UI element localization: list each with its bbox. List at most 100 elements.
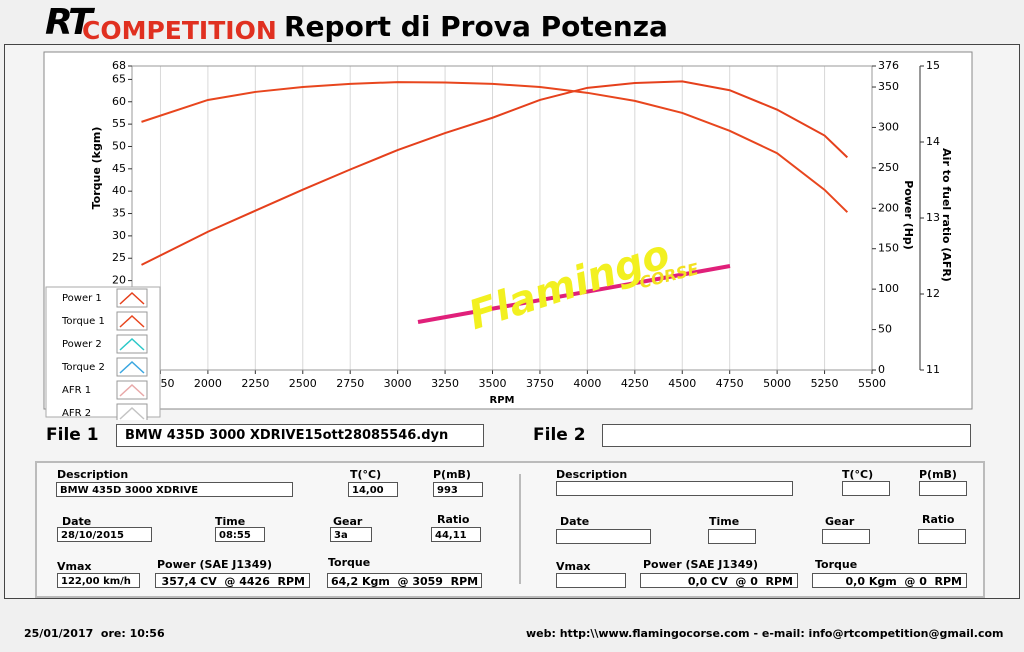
x-tick-label: 5500 bbox=[858, 377, 886, 390]
description-label: Description bbox=[556, 468, 628, 481]
temp-field bbox=[842, 481, 890, 496]
legend-swatch bbox=[119, 314, 145, 328]
x-tick-label: 4500 bbox=[668, 377, 696, 390]
chart: 1750200022502500275030003250350037504000… bbox=[43, 51, 973, 420]
y-axis-title: Torque (kgm) bbox=[90, 127, 103, 210]
date-field bbox=[556, 529, 651, 544]
ratio-label: Ratio bbox=[437, 513, 470, 526]
x-tick-label: 3500 bbox=[479, 377, 507, 390]
y-tick-label: 65 bbox=[112, 72, 126, 85]
power-field: 357,4 CV @ 4426 RPM bbox=[155, 573, 310, 588]
legend-swatch bbox=[119, 360, 145, 374]
y-tick-label: 40 bbox=[112, 184, 126, 197]
pressure-label: P(mB) bbox=[919, 468, 957, 481]
file-name: BMW 435D 3000 XDRIVE15ott28085546.dyn bbox=[116, 424, 484, 447]
y2-tick-label: 0 bbox=[878, 363, 885, 376]
watermark-stripe bbox=[417, 264, 731, 324]
vmax-field bbox=[556, 573, 626, 588]
description-field bbox=[556, 481, 793, 496]
pressure-field: 993 bbox=[433, 482, 483, 497]
footer-contacts: web: http:\\www.flamingocorse.com - e-ma… bbox=[526, 627, 1004, 640]
legend-swatch-box bbox=[116, 288, 148, 308]
x-tick-label: 4750 bbox=[716, 377, 744, 390]
chart-panel bbox=[43, 51, 973, 410]
legend-label: Torque 1 bbox=[61, 316, 105, 327]
torque-field: 64,2 Kgm @ 3059 RPM bbox=[327, 573, 482, 588]
y3-tick-label: 12 bbox=[926, 287, 940, 300]
power-label: Power (SAE J1349) bbox=[157, 558, 273, 571]
power-field: 0,0 CV @ 0 RPM bbox=[640, 573, 798, 588]
legend-swatch-box bbox=[116, 311, 148, 331]
x-tick-label: 3750 bbox=[526, 377, 554, 390]
y-tick-label: 25 bbox=[112, 251, 126, 264]
y-tick-label: 35 bbox=[112, 207, 126, 220]
x-tick-label: 2250 bbox=[241, 377, 269, 390]
x-axis-title: RPM bbox=[490, 395, 515, 406]
description-label: Description bbox=[57, 468, 129, 481]
torque-field: 0,0 Kgm @ 0 RPM bbox=[812, 573, 967, 588]
logo-rt: RT bbox=[45, 2, 93, 43]
y3-tick-label: 11 bbox=[926, 363, 940, 376]
time-field bbox=[708, 529, 756, 544]
y-tick-label: 68 bbox=[112, 59, 126, 72]
y2-tick-label: 350 bbox=[878, 80, 899, 93]
legend-label: Torque 2 bbox=[61, 362, 105, 373]
title: Report di Prova Potenza bbox=[284, 10, 668, 43]
y3-tick-label: 14 bbox=[926, 135, 940, 148]
x-tick-label: 2000 bbox=[194, 377, 222, 390]
divider bbox=[519, 474, 521, 584]
x-tick-label: 4000 bbox=[573, 377, 601, 390]
time-label: Time bbox=[215, 515, 246, 528]
vmax-field: 122,00 km/h bbox=[57, 573, 140, 588]
torque-label: Torque bbox=[815, 558, 858, 571]
y-tick-label: 30 bbox=[112, 229, 126, 242]
legend-swatch-box bbox=[116, 357, 148, 377]
y-tick-label: 60 bbox=[112, 95, 126, 108]
legend-label: Power 2 bbox=[62, 339, 102, 350]
gear-field: 3a bbox=[330, 527, 372, 542]
pressure-label: P(mB) bbox=[433, 468, 471, 481]
footer-date: 25/01/2017 ore: 10:56 bbox=[24, 627, 165, 640]
y-tick-label: 20 bbox=[112, 274, 126, 287]
y3-tick-label: 13 bbox=[926, 211, 940, 224]
legend-swatch bbox=[119, 337, 145, 351]
y2-tick-label: 100 bbox=[878, 282, 899, 295]
temp-label: T(°C) bbox=[842, 468, 874, 481]
gear-label: Gear bbox=[825, 515, 855, 528]
file-label: File 2 bbox=[533, 425, 586, 445]
line-series bbox=[141, 80, 849, 266]
x-tick-label: 5250 bbox=[811, 377, 839, 390]
legend-label: AFR 1 bbox=[62, 385, 91, 396]
y-tick-label: 45 bbox=[112, 162, 126, 175]
x-tick-label: 2500 bbox=[289, 377, 317, 390]
gear-field bbox=[822, 529, 870, 544]
x-tick-label: 5000 bbox=[763, 377, 791, 390]
file-name bbox=[602, 424, 971, 447]
legend-label: Power 1 bbox=[62, 293, 102, 304]
x-tick-label: 3000 bbox=[384, 377, 412, 390]
temp-field: 14,00 bbox=[348, 482, 398, 497]
x-tick-label: 3250 bbox=[431, 377, 459, 390]
legend-swatch-box bbox=[116, 403, 148, 420]
temp-label: T(°C) bbox=[350, 468, 382, 481]
torque-label: Torque bbox=[328, 556, 371, 569]
pressure-field bbox=[919, 481, 967, 496]
y2-axis-title: Power (Hp) bbox=[902, 180, 915, 250]
y-tick-label: 55 bbox=[112, 117, 126, 130]
date-label: Date bbox=[560, 515, 590, 528]
file-label: File 1 bbox=[46, 425, 99, 445]
ratio-label: Ratio bbox=[922, 513, 955, 526]
y2-tick-label: 50 bbox=[878, 323, 892, 336]
y-tick-label: 50 bbox=[112, 139, 126, 152]
legend-swatch bbox=[119, 291, 145, 305]
vmax-label: Vmax bbox=[556, 560, 591, 573]
legend-label: AFR 2 bbox=[62, 408, 91, 419]
description-field: BMW 435D 3000 XDRIVE bbox=[56, 482, 293, 497]
legend-swatch-box bbox=[116, 380, 148, 400]
x-tick-label: 4250 bbox=[621, 377, 649, 390]
ratio-field bbox=[918, 529, 966, 544]
gear-label: Gear bbox=[333, 515, 363, 528]
ratio-field: 44,11 bbox=[431, 527, 481, 542]
logo-name: COMPETITION bbox=[82, 16, 277, 45]
